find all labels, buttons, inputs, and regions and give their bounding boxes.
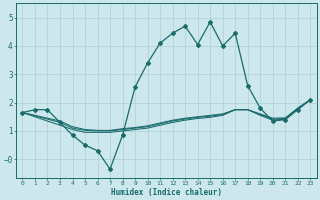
X-axis label: Humidex (Indice chaleur): Humidex (Indice chaleur) [111, 188, 222, 197]
